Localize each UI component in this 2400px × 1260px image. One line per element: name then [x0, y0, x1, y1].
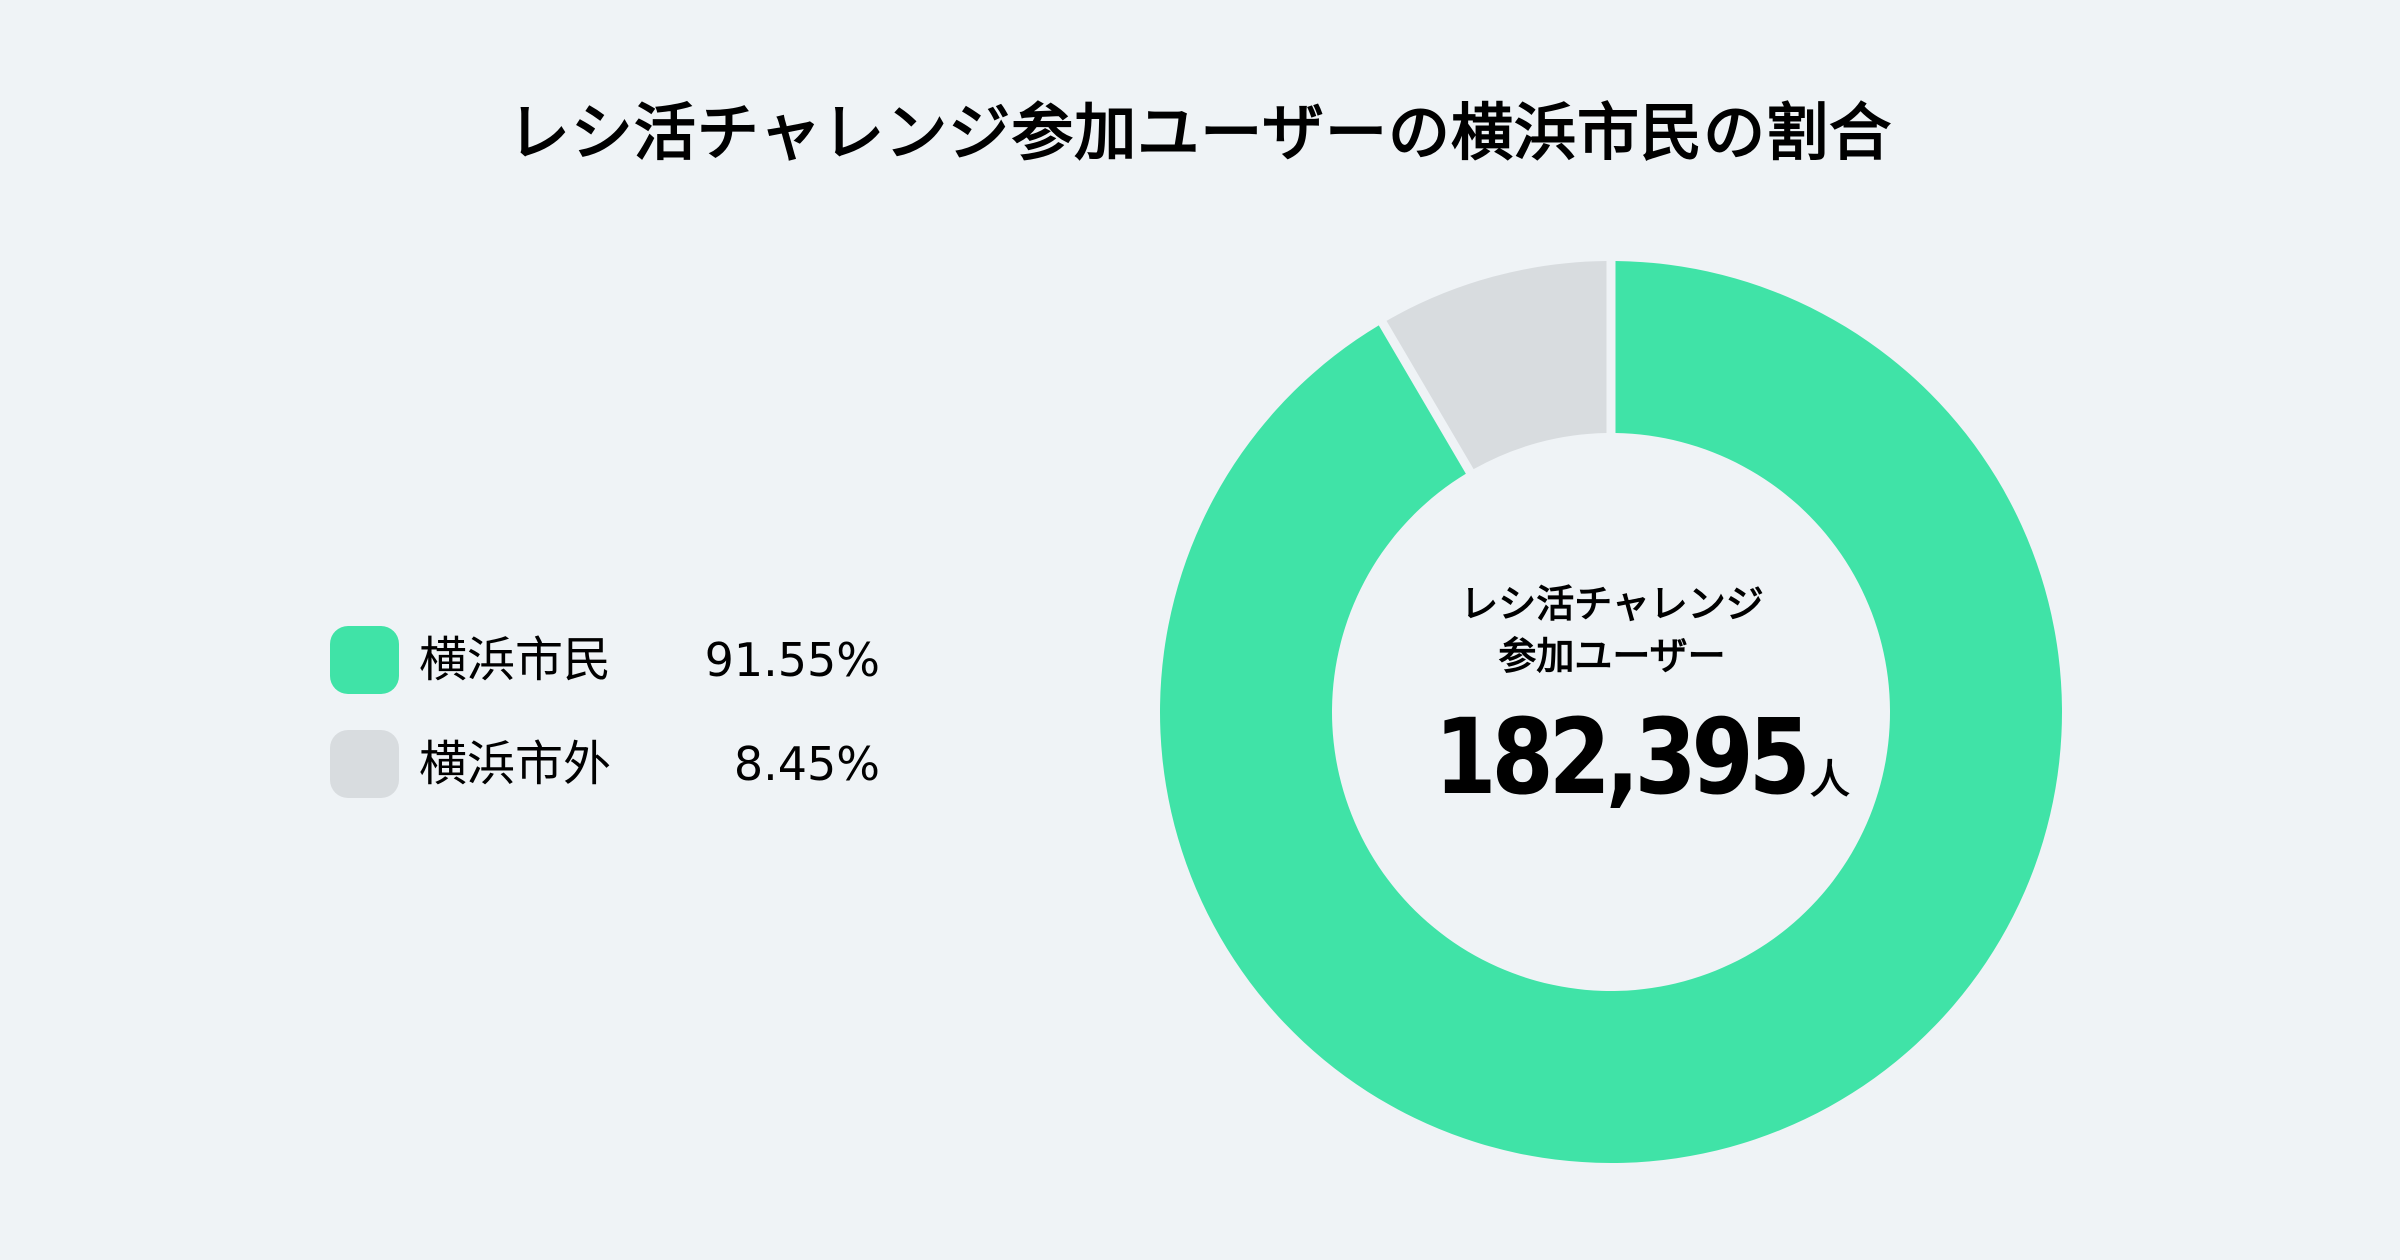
center-label-line2: 参加ユーザー [1498, 634, 1726, 678]
chart-title: レシ活チャレンジ参加ユーザーの横浜市民の割合 [507, 96, 1893, 169]
donut-slice-resident [1159, 261, 2062, 1163]
center-total: 182,395 [1434, 696, 1811, 818]
donut-slice-non-resident [1386, 261, 1607, 470]
center-total-row: 182,395 人 [1332, 702, 1892, 812]
center-label-line1: レシ活チャレンジ [1460, 582, 1764, 626]
center-unit: 人 [1809, 757, 1850, 803]
donut-center: レシ活チャレンジ 参加ユーザー 182,395 人 [1332, 578, 1892, 812]
legend-item-non-resident: 横浜市外 8.45% [330, 730, 890, 798]
legend-item-resident: 横浜市民 91.55% [330, 626, 890, 694]
legend-value: 8.45% [733, 737, 880, 791]
legend-label: 横浜市民 [419, 632, 612, 688]
legend-swatch-non-resident [330, 730, 399, 798]
legend-label: 横浜市外 [419, 736, 612, 792]
legend-swatch-resident [330, 626, 399, 694]
legend-value: 91.55% [704, 633, 880, 687]
